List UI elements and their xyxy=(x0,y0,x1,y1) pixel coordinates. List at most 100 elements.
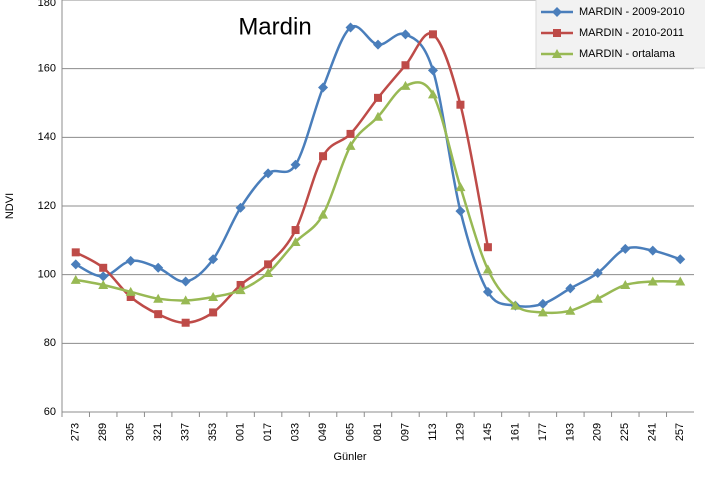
x-tick-label: 049 xyxy=(317,423,329,441)
x-tick-label: 145 xyxy=(482,423,494,441)
x-tick-label: 193 xyxy=(564,423,576,441)
data-point xyxy=(126,292,135,301)
data-point xyxy=(373,39,383,50)
data-point xyxy=(483,243,492,252)
x-tick-label: 177 xyxy=(537,423,549,441)
x-tick-label: 337 xyxy=(180,423,192,441)
y-tick-label: 100 xyxy=(38,269,56,281)
data-point xyxy=(70,259,81,270)
data-point xyxy=(346,129,355,138)
x-tick-label: 209 xyxy=(592,423,604,441)
data-point xyxy=(319,152,328,161)
data-point xyxy=(345,22,356,33)
data-point xyxy=(290,237,301,247)
data-point xyxy=(620,279,631,289)
data-point xyxy=(291,226,300,235)
data-point xyxy=(180,276,191,287)
data-point xyxy=(537,298,548,309)
data-point xyxy=(647,276,658,286)
data-point xyxy=(400,80,411,90)
data-point xyxy=(620,243,631,254)
data-point xyxy=(98,279,109,289)
data-point xyxy=(209,308,218,317)
legend-label: MARDIN - ortalama xyxy=(579,48,676,60)
data-point xyxy=(428,30,437,39)
data-point xyxy=(455,182,466,192)
data-point xyxy=(235,285,246,295)
legend-marker xyxy=(552,49,562,58)
x-tick-label: 257 xyxy=(674,423,686,441)
x-tick-label: 113 xyxy=(427,423,439,441)
x-tick-label: 161 xyxy=(509,423,521,441)
data-point xyxy=(264,260,273,269)
y-tick-label: 140 xyxy=(38,131,56,143)
x-tick-label: 289 xyxy=(97,423,109,441)
data-point xyxy=(263,168,274,179)
x-axis-label: Günler xyxy=(333,451,366,463)
data-point xyxy=(427,89,438,99)
data-point xyxy=(70,274,81,284)
legend-marker xyxy=(552,7,562,17)
x-tick-label: 001 xyxy=(235,423,247,441)
y-tick-label: 160 xyxy=(38,63,56,75)
data-point xyxy=(180,295,191,305)
y-tick-label: 80 xyxy=(44,337,56,349)
series-line xyxy=(75,32,490,324)
x-tick-label: 097 xyxy=(399,423,411,441)
y-axis-label: NDVI xyxy=(4,193,16,219)
y-tick-label: 120 xyxy=(38,200,56,212)
x-tick-label: 033 xyxy=(289,423,301,441)
data-point xyxy=(235,202,246,213)
data-point xyxy=(373,111,383,121)
data-point xyxy=(400,29,411,40)
data-point xyxy=(510,300,521,310)
data-point xyxy=(482,286,493,297)
data-point xyxy=(125,286,136,296)
data-point xyxy=(125,255,136,266)
data-point xyxy=(99,263,108,272)
chart-title: Mardin xyxy=(238,13,311,40)
data-point xyxy=(153,293,164,303)
x-tick-label: 321 xyxy=(152,423,164,441)
data-point xyxy=(401,61,410,70)
data-point xyxy=(675,276,686,286)
data-point xyxy=(153,262,164,273)
y-tick-label: 60 xyxy=(44,406,56,418)
legend-marker xyxy=(553,29,561,37)
data-point xyxy=(345,140,356,150)
data-point xyxy=(537,307,548,317)
data-point xyxy=(263,267,274,277)
data-point xyxy=(456,100,465,109)
data-point xyxy=(565,305,576,315)
series-line xyxy=(75,81,681,315)
legend-label: MARDIN - 2009-2010 xyxy=(579,6,685,18)
x-tick-label: 305 xyxy=(125,423,137,441)
data-point xyxy=(318,82,329,93)
x-tick-label: 241 xyxy=(647,423,659,441)
x-tick-label: 129 xyxy=(454,423,466,441)
x-tick-label: 273 xyxy=(70,423,82,441)
data-point xyxy=(154,310,163,319)
x-tick-label: 017 xyxy=(262,423,274,441)
y-tick-label: 180 xyxy=(38,0,56,9)
data-point xyxy=(647,245,658,256)
x-tick-label: 081 xyxy=(372,423,384,441)
data-point xyxy=(71,248,80,257)
x-tick-label: 353 xyxy=(207,423,219,441)
data-point xyxy=(592,293,603,303)
legend-label: MARDIN - 2010-2011 xyxy=(579,27,684,39)
data-point xyxy=(374,93,382,102)
data-point xyxy=(592,267,603,278)
data-point xyxy=(427,65,438,76)
x-tick-label: 225 xyxy=(619,423,631,441)
data-point xyxy=(455,206,466,217)
legend: MARDIN - 2009-2010 MARDIN - 2010-2011 MARD… xyxy=(535,0,705,69)
data-point xyxy=(318,209,329,219)
data-point xyxy=(208,291,219,301)
data-point xyxy=(208,254,219,265)
x-tick-label: 065 xyxy=(344,423,356,441)
data-point xyxy=(181,318,190,327)
data-point xyxy=(290,159,301,170)
data-point xyxy=(565,283,576,294)
